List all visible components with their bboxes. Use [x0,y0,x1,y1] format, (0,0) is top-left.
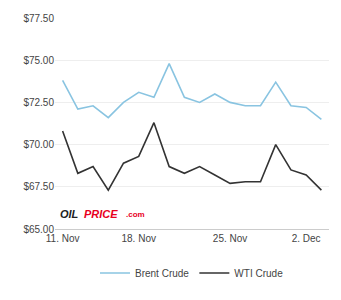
svg-text:2. Dec: 2. Dec [292,233,321,244]
svg-text:$65.00: $65.00 [23,224,54,235]
svg-text:$75.00: $75.00 [23,55,54,66]
svg-text:Brent Crude: Brent Crude [135,268,189,279]
svg-text:OIL: OIL [60,208,79,220]
svg-text:25. Nov: 25. Nov [213,233,247,244]
svg-text:.com: .com [126,210,145,219]
svg-text:$77.50: $77.50 [23,13,54,24]
svg-text:WTI Crude: WTI Crude [234,268,283,279]
svg-text:18. Nov: 18. Nov [121,233,155,244]
svg-text:$70.00: $70.00 [23,139,54,150]
svg-text:PRICE: PRICE [84,208,118,220]
svg-text:11. Nov: 11. Nov [46,233,80,244]
svg-text:$72.50: $72.50 [23,97,54,108]
svg-text:$67.50: $67.50 [23,181,54,192]
